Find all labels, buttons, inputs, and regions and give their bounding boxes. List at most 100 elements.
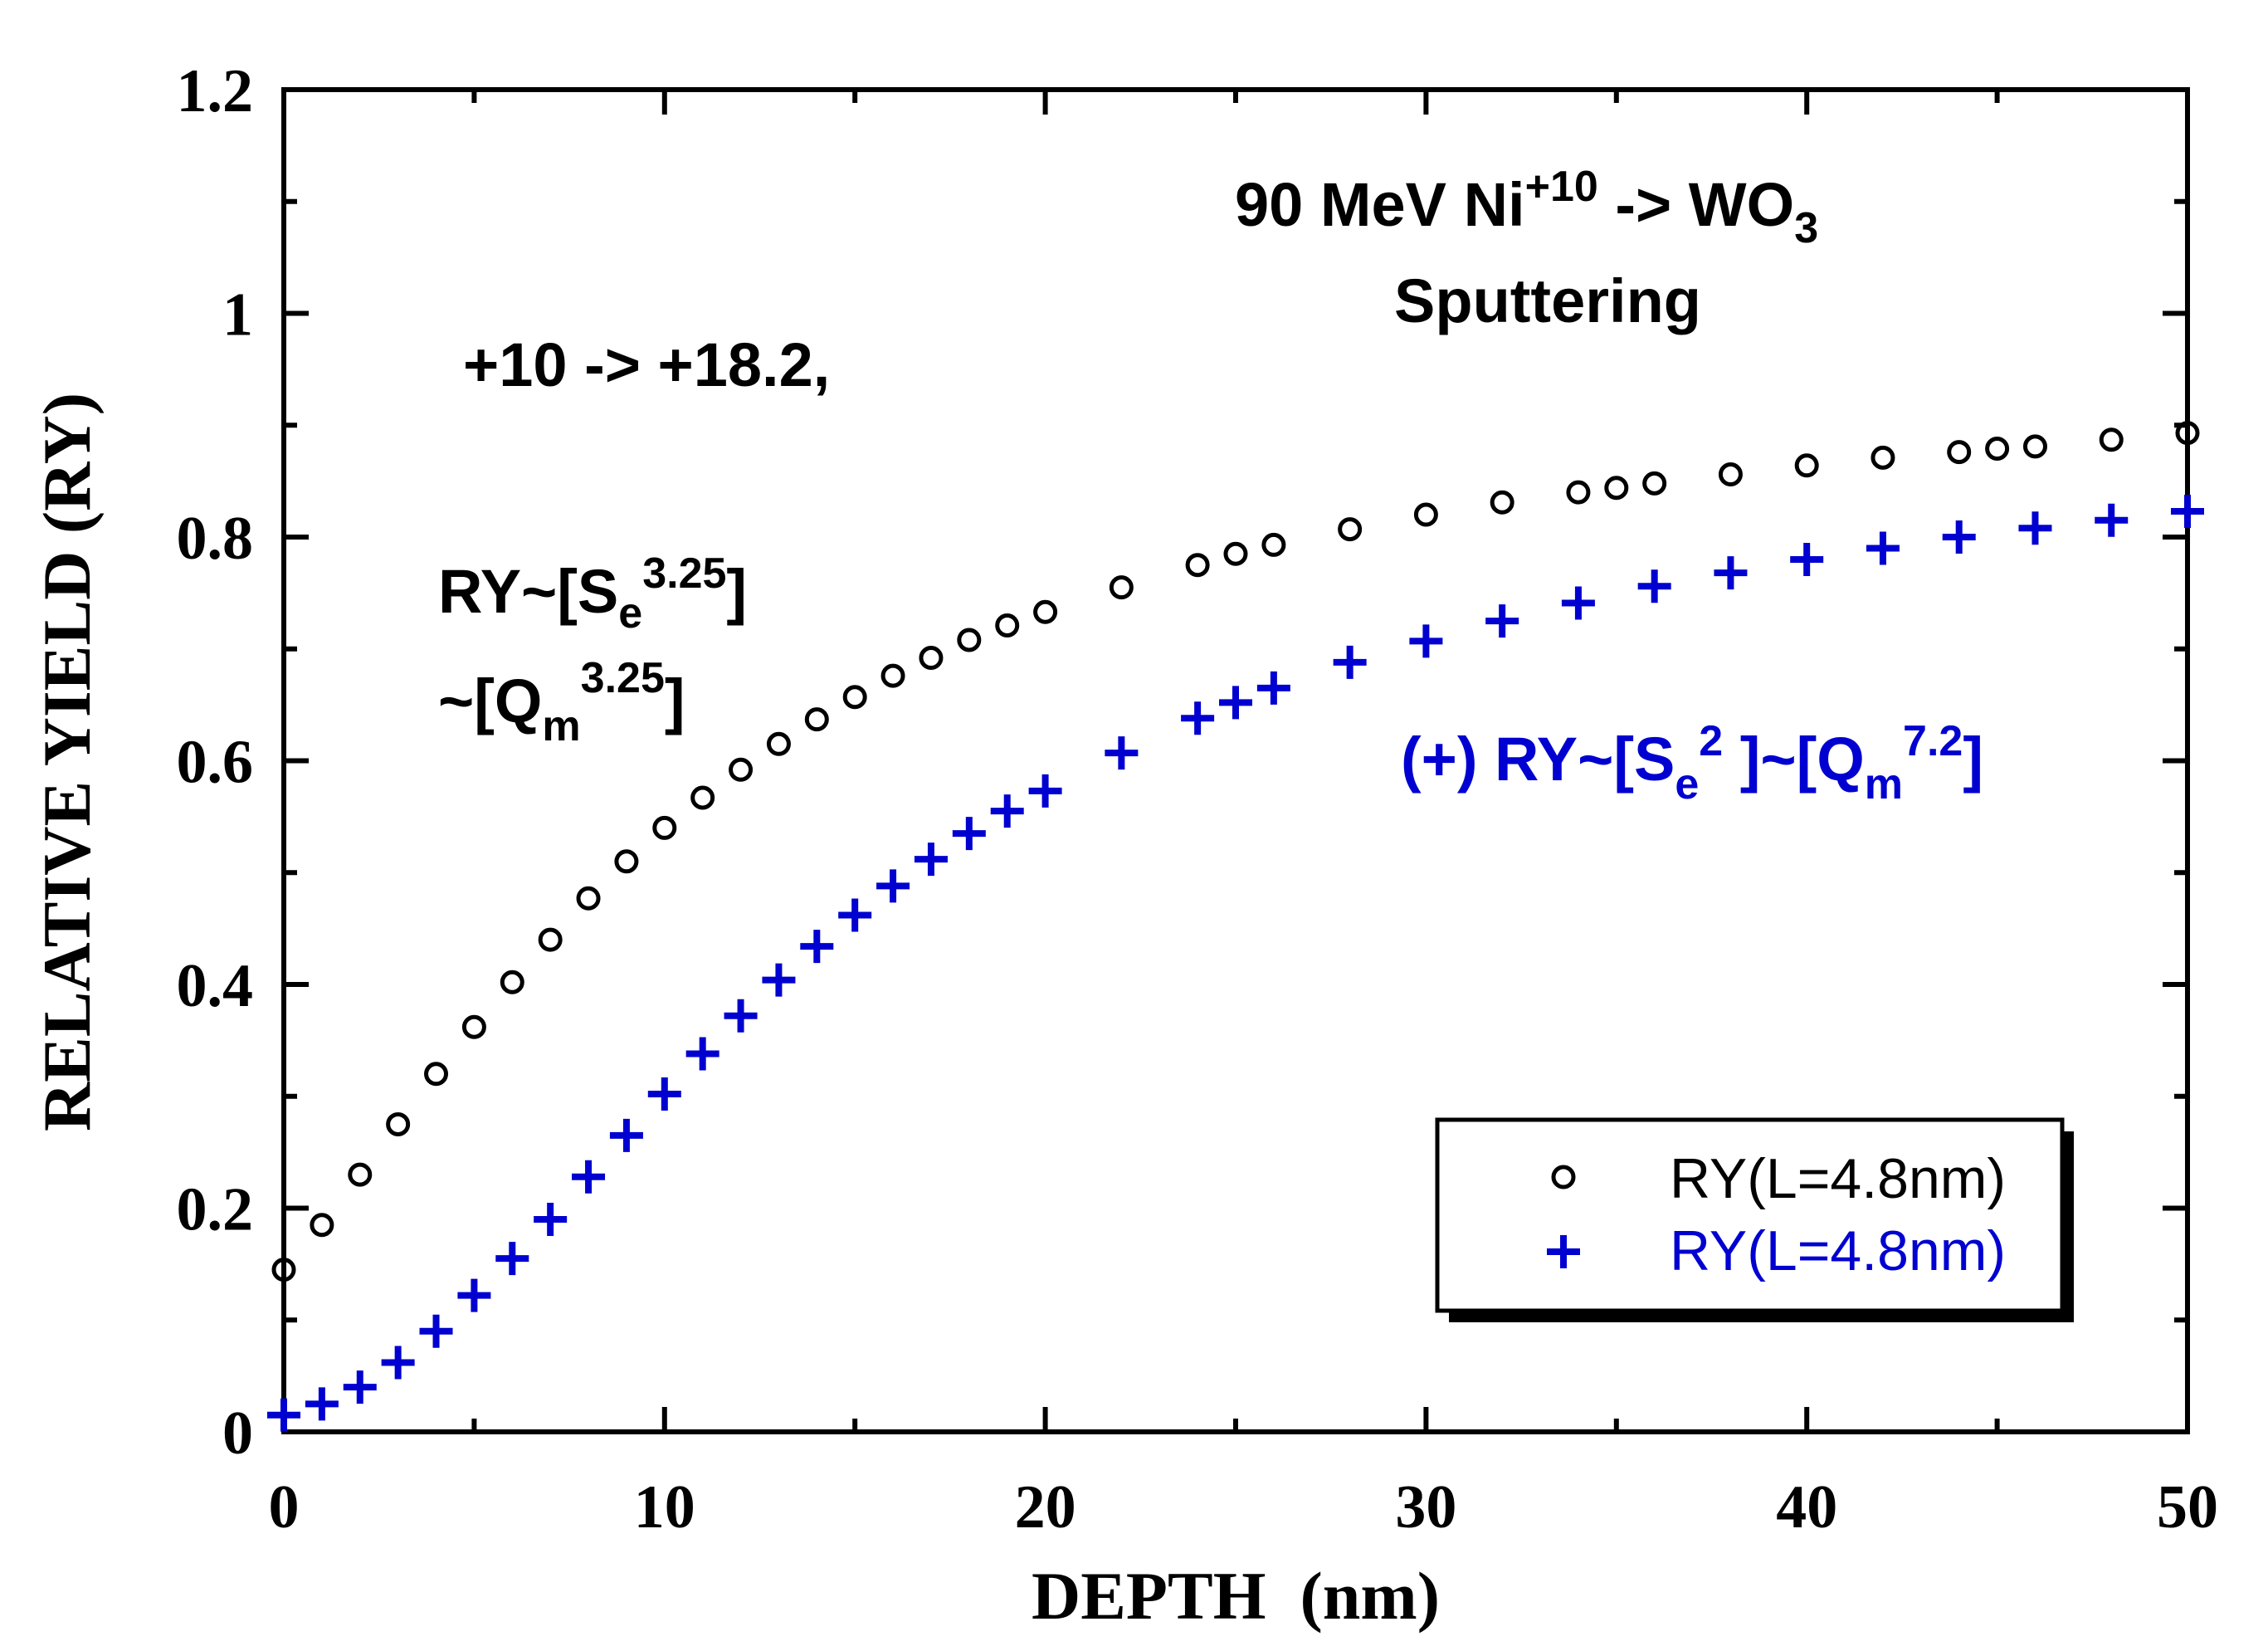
data-point-circle <box>538 927 563 952</box>
data-point-plus <box>990 794 1024 828</box>
data-point-plus <box>609 1118 643 1152</box>
data-point-plus <box>876 869 910 903</box>
data-point-plus <box>1942 520 1976 554</box>
data-point-circle <box>1338 517 1363 542</box>
data-point-plus <box>495 1242 529 1276</box>
data-point-circle <box>1109 575 1134 600</box>
data-point-circle <box>729 757 754 782</box>
axis-ticks <box>281 87 2190 1434</box>
data-point-circle <box>271 1258 296 1282</box>
data-point-plus <box>267 1398 300 1432</box>
annotation-equation-blue: (+) RY~[Se2 ]~[Qm7.2] <box>1401 717 1983 808</box>
legend-marker-plus <box>1547 1235 1580 1268</box>
data-point-circle <box>1413 502 1438 527</box>
data-point-plus <box>838 898 872 932</box>
y-tick-label: 0 <box>222 1399 253 1468</box>
data-point-plus <box>1485 604 1519 638</box>
data-point-circle <box>576 886 601 911</box>
data-point-circle <box>766 731 791 756</box>
legend-box <box>1435 1117 2065 1313</box>
data-point-circle <box>1947 440 1972 465</box>
data-point-plus <box>1637 569 1671 603</box>
data-point-plus <box>2018 511 2052 545</box>
y-tick-label: 0.2 <box>177 1176 254 1244</box>
data-point-circle <box>2175 421 2200 446</box>
legend-label-circle: RY(L=4.8nm) <box>1670 1147 2006 1210</box>
data-point-plus <box>534 1202 568 1236</box>
data-point-circle <box>1718 462 1743 487</box>
x-axis-title: DEPTH (nm) <box>1032 1558 1440 1634</box>
data-point-circle <box>424 1062 449 1087</box>
data-point-circle <box>386 1111 411 1136</box>
data-point-circle <box>995 613 1020 637</box>
data-point-circle <box>1985 437 2010 462</box>
data-point-plus <box>2171 495 2204 529</box>
y-tick-label: 0.4 <box>177 952 254 1020</box>
data-point-plus <box>685 1037 719 1071</box>
data-point-plus <box>1790 542 1824 576</box>
data-point-circle <box>804 707 829 732</box>
data-point-plus <box>1181 701 1215 735</box>
annotation-equation-qm: ~[Qm3.25] <box>438 654 685 750</box>
data-point-plus <box>1561 586 1595 620</box>
y-tick-label: 0.6 <box>177 729 254 797</box>
data-point-plus <box>914 843 948 877</box>
x-tick-label: 20 <box>1015 1473 1076 1541</box>
data-point-circle <box>957 628 982 652</box>
data-point-plus <box>305 1387 339 1421</box>
data-point-circle <box>1870 445 1895 470</box>
data-point-plus <box>2095 503 2129 537</box>
data-point-plus <box>1105 736 1139 770</box>
data-point-circle <box>461 1014 486 1039</box>
y-tick-label: 1 <box>222 281 253 349</box>
data-point-circle <box>2099 427 2124 452</box>
data-point-plus <box>1866 531 1900 565</box>
data-point-circle <box>500 970 524 994</box>
data-point-plus <box>381 1346 415 1380</box>
data-point-circle <box>1490 490 1514 515</box>
data-point-circle <box>842 685 867 710</box>
data-point-plus <box>647 1077 681 1111</box>
x-tick-label: 50 <box>2157 1473 2218 1541</box>
data-point-plus <box>1409 624 1443 658</box>
data-point-circle <box>348 1162 373 1187</box>
data-point-circle <box>1604 476 1629 501</box>
data-point-circle <box>690 785 715 810</box>
data-point-plus <box>1256 671 1290 705</box>
data-point-plus <box>1219 686 1252 720</box>
data-point-plus <box>1028 774 1062 808</box>
y-tick-label: 1.2 <box>177 57 254 125</box>
legend-label-plus: RY(L=4.8nm) <box>1670 1219 2006 1282</box>
data-point-circle <box>2022 434 2047 459</box>
data-point-circle <box>1261 532 1286 557</box>
data-point-circle <box>310 1213 334 1238</box>
tick-labels: 0 10 20 30 40 50 0 0.2 0.4 0.6 0.8 1 1.2 <box>177 57 2219 1541</box>
annotation-charge: +10 -> +18.2, <box>463 330 830 399</box>
annotation-equation-se: RY~[Se3.25] <box>438 550 747 637</box>
data-point-circle <box>919 646 944 671</box>
annotation-title: 90 MeV Ni+10 -> WO3 Sputtering <box>1235 163 1818 335</box>
data-point-circle <box>1033 599 1058 624</box>
x-tick-label: 30 <box>1395 1473 1456 1541</box>
annotation-title-line1: 90 MeV Ni+10 -> WO3 <box>1235 163 1818 252</box>
annotation-title-line2: Sputtering <box>1394 266 1701 335</box>
data-point-plus <box>1333 645 1367 679</box>
data-point-circle <box>652 815 677 840</box>
data-point-circle <box>880 663 905 688</box>
data-point-plus <box>952 817 986 851</box>
data-point-plus <box>457 1278 491 1312</box>
data-point-circle <box>1794 453 1819 478</box>
data-point-plus <box>762 963 796 997</box>
data-point-plus <box>343 1370 377 1404</box>
data-point-circle <box>1185 553 1210 578</box>
data-point-plus <box>800 930 834 964</box>
y-tick-label: 0.8 <box>177 505 254 573</box>
data-point-plus <box>724 999 758 1033</box>
data-point-circle <box>614 849 639 874</box>
legend-marker-circle <box>1551 1165 1576 1189</box>
data-point-plus <box>419 1314 453 1348</box>
x-tick-label: 10 <box>634 1473 695 1541</box>
x-tick-label: 0 <box>269 1473 300 1541</box>
legend: RY(L=4.8nm) RY(L=4.8nm) <box>1435 1117 2074 1322</box>
